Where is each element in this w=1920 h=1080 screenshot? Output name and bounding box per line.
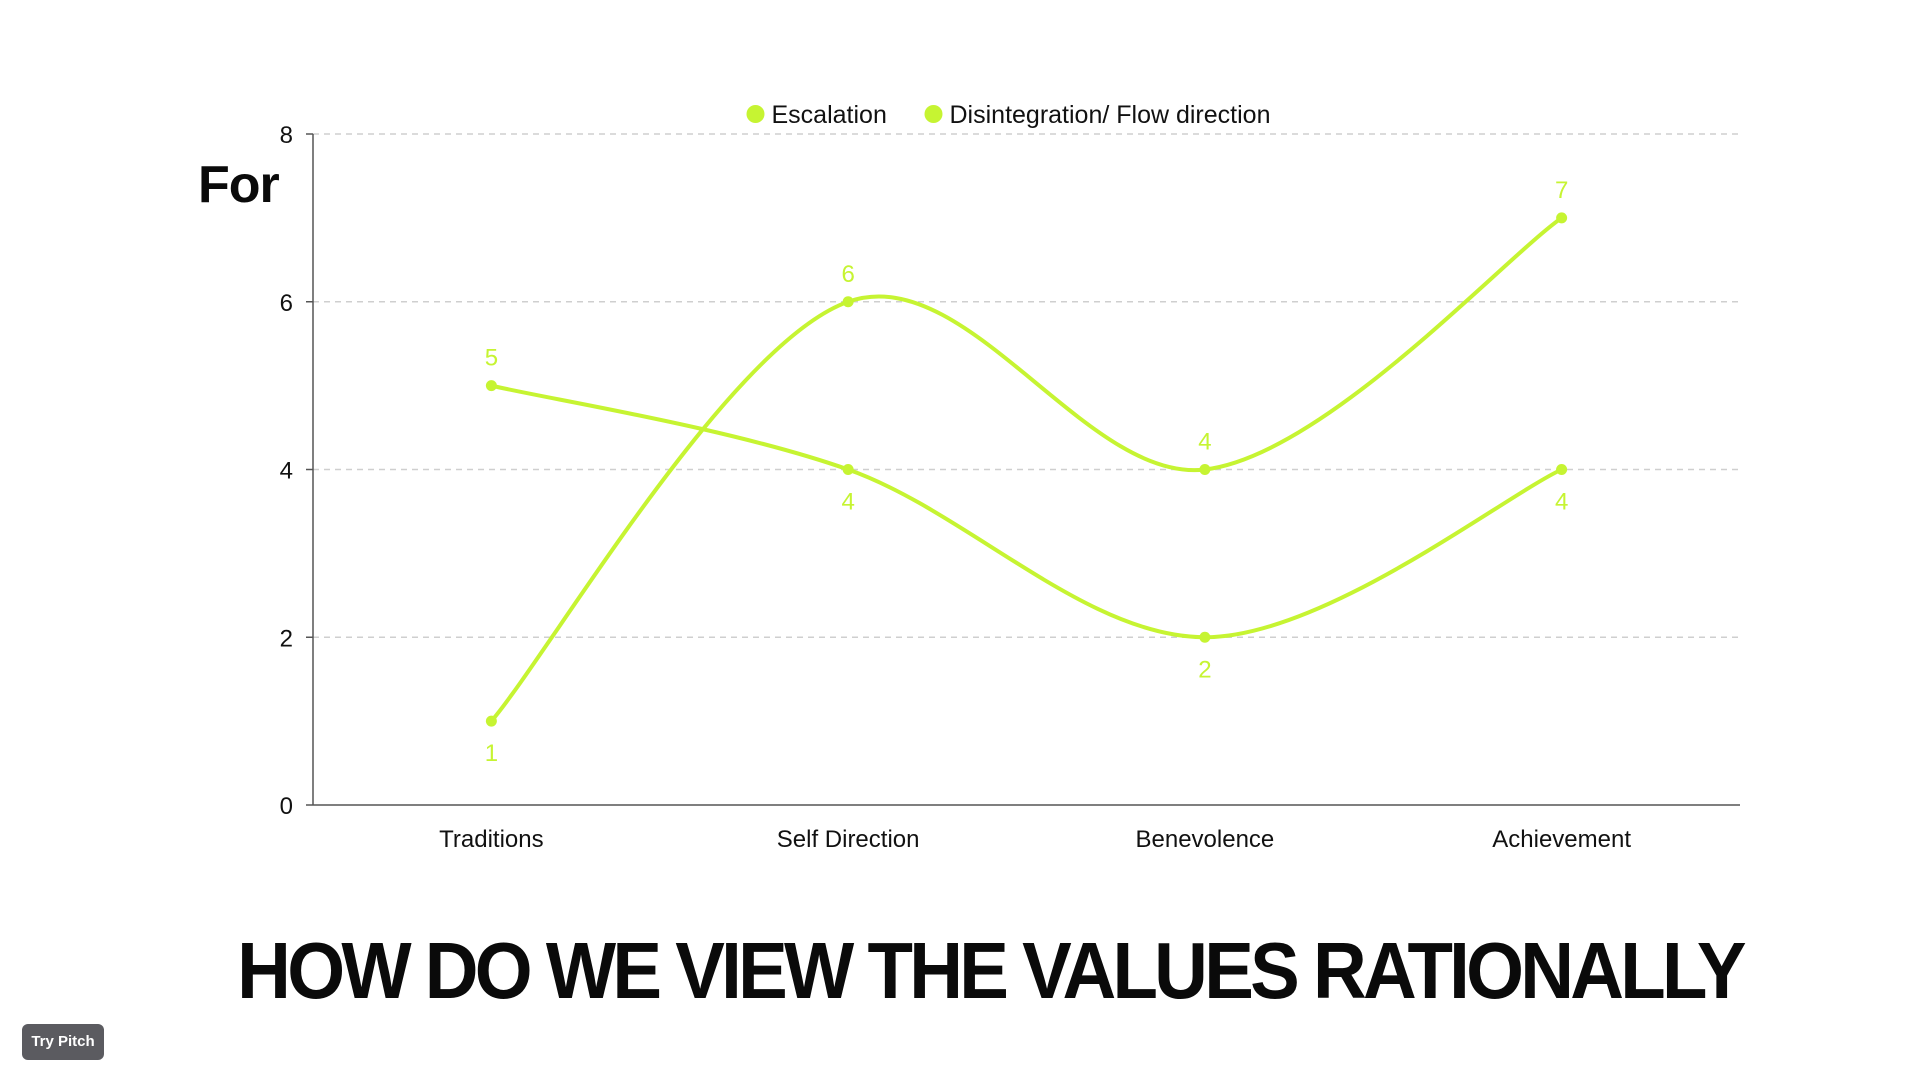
data-point — [485, 715, 497, 727]
data-points — [485, 212, 1568, 727]
data-label: 4 — [1198, 429, 1211, 456]
data-point — [1556, 464, 1568, 475]
series-line-2 — [489, 383, 1564, 640]
data-point — [842, 296, 854, 308]
data-label: 7 — [1555, 177, 1568, 204]
legend-label: Disintegration/ Flow direction — [950, 101, 1271, 129]
x-tick-label: Self Direction — [777, 826, 920, 853]
page-title: HOW DO WE VIEW THE VALUES RATIONALLY — [237, 926, 1746, 1015]
gridlines — [313, 133, 1740, 638]
side-label: For — [198, 156, 280, 214]
try-pitch-button[interactable]: Try Pitch — [22, 1024, 104, 1060]
y-tick-label: 0 — [280, 793, 293, 820]
data-point — [485, 380, 497, 392]
axes: 0 2 4 6 8 Traditions Self Direction Benevolence… — [280, 122, 1740, 853]
data-point — [842, 464, 854, 475]
legend-marker — [746, 105, 765, 123]
y-tick-label: 6 — [280, 290, 293, 317]
data-label: 1 — [485, 740, 498, 767]
data-point — [1556, 212, 1568, 224]
data-label: 4 — [1555, 489, 1568, 516]
data-label: 2 — [1198, 656, 1211, 683]
data-label: 6 — [841, 261, 854, 288]
data-point — [1199, 464, 1211, 475]
series-line-1 — [489, 215, 1564, 724]
y-tick-label: 4 — [280, 458, 293, 485]
legend: Escalation Disintegration/ Flow direction — [746, 101, 1271, 129]
data-point — [1199, 631, 1211, 643]
data-label: 4 — [841, 489, 854, 516]
series-lines — [489, 215, 1564, 724]
x-tick-label: Achievement — [1492, 826, 1631, 853]
x-tick-label: Traditions — [439, 826, 543, 853]
y-tick-label: 8 — [280, 122, 293, 149]
y-tick-label: 2 — [280, 625, 293, 652]
data-label: 5 — [485, 345, 498, 372]
data-labels: 1 6 4 7 5 4 2 4 — [485, 177, 1569, 767]
x-tick-label: Benevolence — [1135, 826, 1274, 853]
legend-label: Escalation — [772, 101, 887, 129]
legend-marker — [924, 105, 943, 123]
